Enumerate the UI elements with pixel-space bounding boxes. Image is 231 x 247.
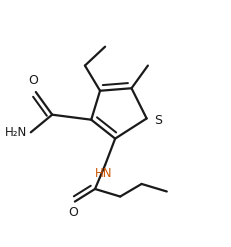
Text: O: O [28, 75, 38, 87]
Text: HN: HN [95, 167, 112, 180]
Text: S: S [154, 114, 162, 127]
Text: H₂N: H₂N [5, 126, 27, 139]
Text: O: O [69, 206, 79, 219]
